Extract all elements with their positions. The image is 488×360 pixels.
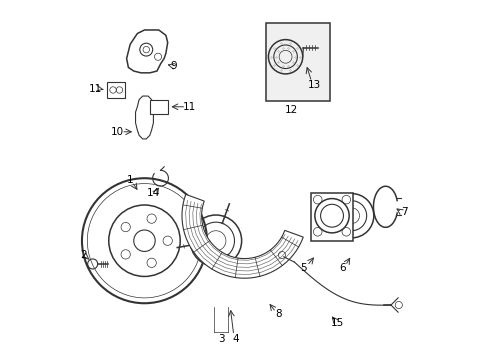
Text: 2: 2 — [80, 250, 87, 260]
Text: 12: 12 — [284, 105, 297, 115]
Text: 11: 11 — [88, 84, 102, 94]
Bar — [265, 23, 329, 102]
Text: 5: 5 — [300, 262, 306, 273]
Polygon shape — [149, 100, 167, 114]
Text: 6: 6 — [339, 262, 346, 273]
Text: 15: 15 — [330, 318, 343, 328]
Text: 3: 3 — [218, 334, 224, 344]
Text: 8: 8 — [275, 309, 281, 319]
Text: 11: 11 — [182, 102, 195, 112]
Polygon shape — [182, 194, 303, 278]
Polygon shape — [107, 82, 124, 98]
Text: 4: 4 — [232, 334, 239, 344]
Text: 1: 1 — [126, 175, 133, 185]
Text: 13: 13 — [307, 80, 320, 90]
Polygon shape — [126, 30, 167, 73]
Polygon shape — [135, 96, 153, 139]
Text: 7: 7 — [400, 207, 407, 217]
Text: 9: 9 — [170, 61, 177, 71]
Bar — [310, 193, 353, 241]
Text: 14: 14 — [146, 188, 160, 198]
Text: 10: 10 — [111, 127, 124, 137]
